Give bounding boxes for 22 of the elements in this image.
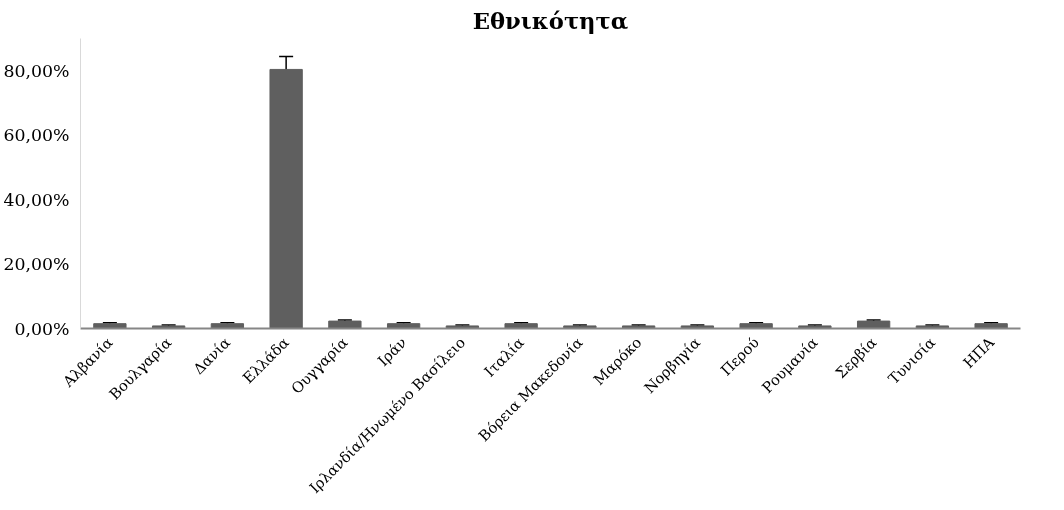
bar: [915, 325, 950, 329]
bar: [563, 325, 597, 329]
bar: [798, 325, 832, 329]
bar: [680, 325, 715, 329]
bar: [386, 323, 421, 329]
bar: [151, 325, 186, 329]
y-tick-label: 20,00%: [3, 254, 70, 275]
bar: [328, 320, 362, 329]
bar: [739, 323, 773, 329]
chart-title: Εθνικότητα: [472, 7, 629, 34]
bar: [445, 325, 480, 329]
y-tick-label: 60,00%: [3, 125, 70, 146]
y-tick-label: 0,00%: [14, 318, 70, 339]
bar: [974, 323, 1008, 329]
bar: [93, 323, 127, 329]
bar: [504, 323, 538, 329]
bar: [856, 320, 891, 329]
y-tick-label: 40,00%: [3, 189, 70, 210]
y-tick-label: 80,00%: [3, 60, 70, 81]
bar: [621, 325, 656, 329]
bar: [210, 323, 245, 329]
bar: [269, 68, 303, 329]
